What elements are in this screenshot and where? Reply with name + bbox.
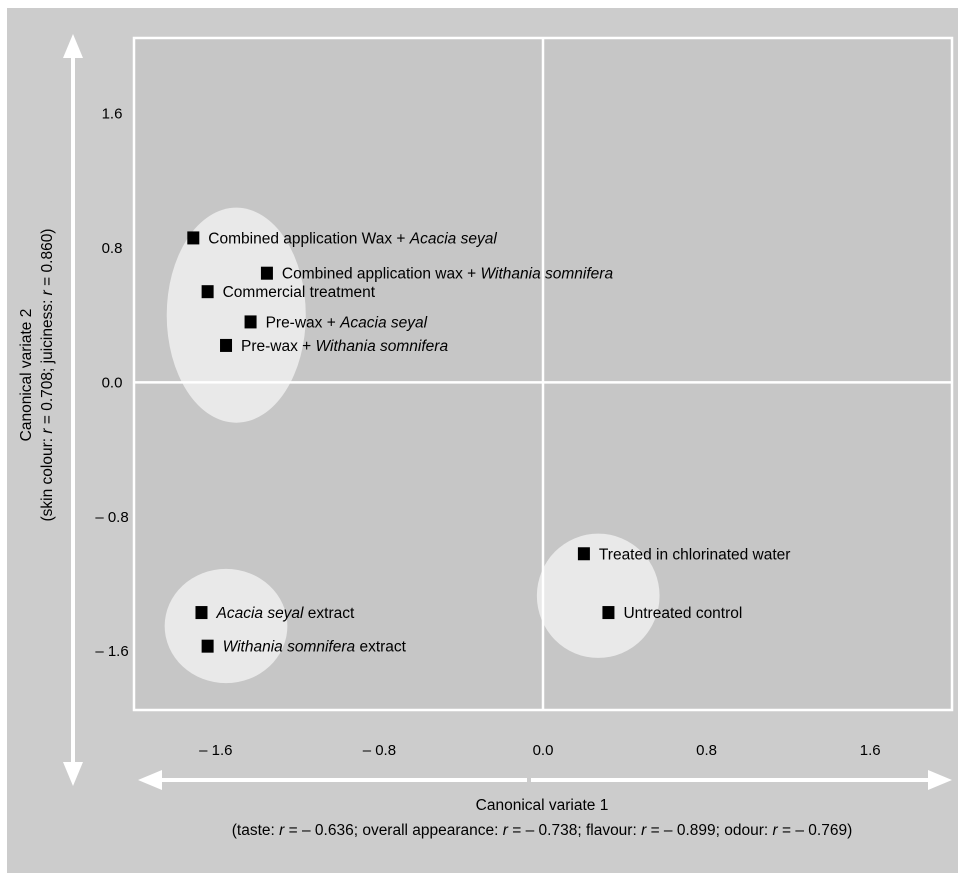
y-tick-label-1: 0.8 — [102, 240, 123, 257]
x-axis-subtitle-part-5: r — [641, 822, 647, 839]
x-axis-arrow-gap — [527, 775, 531, 785]
point-label-4-part-1: Withania somnifera — [316, 338, 449, 355]
x-axis-arrowhead-right — [928, 770, 952, 790]
point-label-0-part-1: Acacia seyal — [409, 230, 498, 247]
y-tick-label-3: – 0.8 — [95, 509, 128, 526]
data-point-0 — [187, 231, 200, 245]
x-axis-subtitle: (taste: r = – 0.636; overall appearance:… — [232, 822, 852, 839]
x-axis-subtitle-part-0: (taste: — [232, 822, 279, 839]
x-tick-label-3: 0.8 — [696, 742, 717, 759]
cluster-coatings-ellipse — [166, 207, 306, 423]
data-point-6 — [602, 606, 615, 620]
point-label-2-part-0: Commercial treatment — [223, 284, 376, 301]
cluster-controls-ellipse — [536, 533, 660, 658]
data-point-3 — [244, 315, 257, 329]
x-axis-subtitle-part-8: = – 0.769) — [778, 822, 853, 839]
data-point-2 — [201, 285, 214, 299]
y-tick-label-4: – 1.6 — [95, 643, 128, 660]
x-axis-subtitle-part-1: r — [279, 822, 285, 839]
x-tick-label-0: – 1.6 — [199, 742, 232, 759]
point-label-7: Acacia seyal extract — [215, 605, 355, 622]
point-label-7-part-1: extract — [304, 605, 356, 622]
point-label-0: Combined application Wax + Acacia seyal — [208, 230, 497, 247]
point-label-7-part-0: Acacia seyal — [215, 605, 304, 622]
y-axis-title: Canonical variate 2 — [18, 309, 35, 442]
data-point-8 — [201, 639, 214, 653]
y-axis-subtitle-part-4: = 0.860) — [39, 229, 56, 291]
point-label-8: Withania somnifera extract — [223, 639, 407, 656]
y-tick-label-0: 1.6 — [102, 106, 123, 123]
point-label-3-part-0: Pre-wax + — [266, 314, 341, 331]
point-label-8-part-1: extract — [355, 639, 407, 656]
point-label-6: Untreated control — [623, 605, 742, 622]
point-label-8-part-0: Withania somnifera — [223, 639, 356, 656]
point-label-1-part-1: Withania somnifera — [481, 266, 614, 283]
data-point-5 — [577, 547, 590, 561]
x-tick-label-4: 1.6 — [860, 742, 881, 759]
data-point-4 — [220, 338, 233, 352]
x-axis-title: Canonical variate 1 — [476, 797, 609, 814]
point-label-4-part-0: Pre-wax + — [241, 338, 316, 355]
y-axis-subtitle-part-1: r — [39, 428, 56, 434]
y-axis-subtitle-part-2: = 0.708; juiciness: — [39, 295, 56, 428]
x-axis-subtitle-part-3: r — [503, 822, 509, 839]
point-label-3-part-1: Acacia seyal — [339, 314, 428, 331]
point-label-5-part-0: Treated in chlorinated water — [599, 546, 791, 563]
x-axis-subtitle-part-6: = – 0.899; odour: — [646, 822, 772, 839]
point-label-1-part-0: Combined application wax + — [282, 266, 481, 283]
x-axis-subtitle-part-7: r — [773, 822, 779, 839]
x-axis-arrowhead-left — [138, 770, 162, 790]
x-tick-label-1: – 0.8 — [363, 742, 396, 759]
point-label-1: Combined application wax + Withania somn… — [282, 266, 614, 283]
y-axis-subtitle-part-3: r — [39, 289, 56, 295]
y-axis-arrowhead-up — [63, 34, 83, 58]
point-label-0-part-0: Combined application Wax + — [208, 230, 409, 247]
point-label-4: Pre-wax + Withania somnifera — [241, 338, 448, 355]
x-axis-subtitle-part-4: = – 0.738; flavour: — [508, 822, 641, 839]
point-label-3: Pre-wax + Acacia seyal — [266, 314, 428, 331]
y-tick-label-2: 0.0 — [102, 374, 123, 391]
data-point-7 — [195, 606, 208, 620]
point-label-5: Treated in chlorinated water — [599, 546, 791, 563]
y-axis-title-group: Canonical variate 2(skin colour: r = 0.7… — [18, 229, 56, 522]
cluster-extracts-ellipse — [164, 568, 288, 684]
y-axis-subtitle-part-0: (skin colour: — [39, 434, 56, 522]
y-axis-subtitle: (skin colour: r = 0.708; juiciness: r = … — [39, 229, 56, 522]
x-axis-subtitle-part-2: = – 0.636; overall appearance: — [284, 822, 502, 839]
x-tick-label-2: 0.0 — [533, 742, 554, 759]
y-axis-arrowhead-down — [63, 762, 83, 786]
point-label-2: Commercial treatment — [223, 284, 376, 301]
point-label-6-part-0: Untreated control — [623, 605, 742, 622]
data-point-1 — [260, 266, 273, 280]
